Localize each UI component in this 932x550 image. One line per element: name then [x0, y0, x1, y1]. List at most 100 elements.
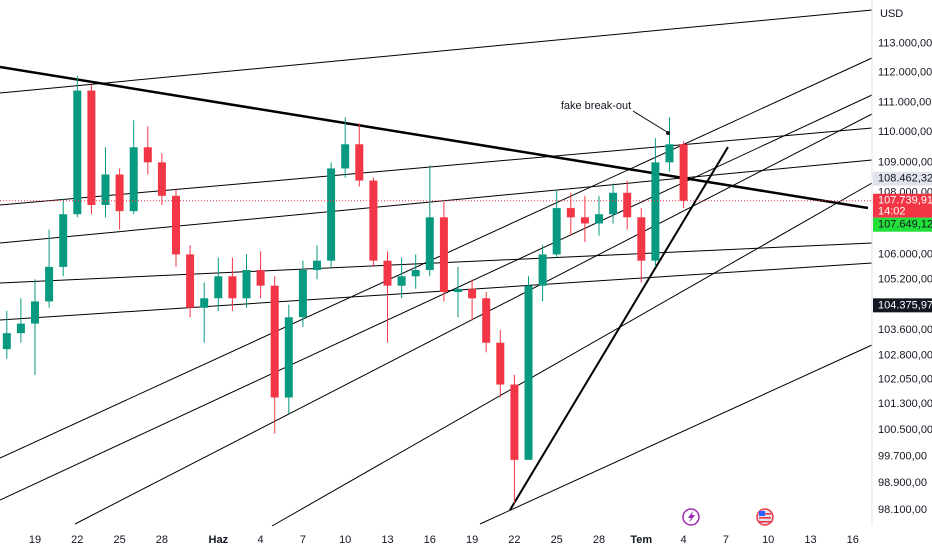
trend-line	[509, 146, 729, 511]
candle-body	[327, 168, 336, 261]
candle-body	[129, 147, 138, 212]
candle-body	[566, 208, 575, 218]
y-tick-label: 111.000,00	[878, 96, 931, 108]
candle-body	[73, 90, 82, 215]
candles	[2, 75, 688, 504]
trend-line	[0, 242, 873, 284]
trend-line	[0, 159, 873, 244]
lightning	[688, 511, 695, 523]
candle-body	[665, 144, 674, 163]
y-tick-label: 109.000,00	[878, 156, 932, 168]
trend-line	[74, 113, 873, 525]
candle-body	[524, 285, 533, 460]
flag-stripe	[759, 521, 771, 523]
candle-body	[270, 285, 279, 398]
candle-body	[45, 266, 54, 302]
candle-body	[298, 270, 307, 318]
y-tick-label: 103.600,00	[878, 324, 932, 336]
candle-body	[637, 217, 646, 261]
countdown: 14:02	[878, 206, 906, 218]
candle-body	[355, 144, 364, 181]
x-tick-label: 10	[339, 534, 351, 546]
candle-body	[496, 342, 505, 385]
trend-line	[0, 127, 873, 206]
x-tick-label: 25	[113, 534, 125, 546]
x-tick-label: Tem	[630, 534, 652, 546]
price-tag	[873, 193, 932, 218]
x-tick-label: 7	[723, 534, 729, 546]
x-tick-label: 7	[300, 534, 306, 546]
currency-label: USD	[880, 8, 903, 20]
y-tick-label: 99.700,00	[878, 450, 927, 462]
x-tick-label: 22	[508, 534, 520, 546]
candle-body	[580, 217, 589, 224]
x-tick-label: 28	[156, 534, 168, 546]
annotation-dot	[666, 131, 670, 135]
flag-canton	[759, 511, 765, 516]
price-tag	[873, 217, 932, 232]
candle-body	[425, 217, 434, 271]
price-tag-label: 108.462,32	[878, 173, 932, 185]
y-tick-label: 110.000,00	[878, 126, 932, 138]
y-tick-label: 106.000,00	[878, 248, 932, 260]
y-tick-label: 100.500,00	[878, 424, 932, 436]
candle-body	[369, 180, 378, 261]
candle-body	[439, 217, 448, 292]
candle-body	[623, 192, 632, 218]
x-tick-label: 13	[381, 534, 393, 546]
annotation: fake break-out	[561, 100, 631, 112]
trend-line	[0, 94, 873, 501]
candle-body	[595, 214, 603, 224]
y-tick-label: 102.800,00	[878, 349, 932, 361]
trend-line	[0, 9, 873, 94]
candle-body	[397, 276, 406, 286]
candle-body	[172, 195, 180, 255]
y-tick-label: 102.050,00	[878, 374, 932, 386]
candle-body	[552, 208, 561, 255]
x-tick-label: 22	[71, 534, 83, 546]
trend-line	[0, 57, 873, 459]
x-tick-label: Haz	[209, 534, 229, 546]
price-tag	[873, 298, 932, 313]
x-tick-label: 4	[681, 534, 687, 546]
candle-body	[313, 260, 321, 271]
candle-body	[651, 162, 660, 261]
candle-body	[87, 90, 96, 206]
x-tick-label: 19	[466, 534, 478, 546]
candle-body	[256, 270, 265, 286]
candle-body	[609, 192, 618, 215]
trend-lines	[0, 9, 873, 527]
x-tick-label: 19	[29, 534, 41, 546]
candle-body	[214, 276, 223, 299]
candle-body	[59, 214, 68, 267]
candle-body	[679, 144, 688, 201]
candle-body	[510, 384, 519, 460]
y-tick-label: 113.000,00	[878, 37, 932, 49]
candle-body	[157, 162, 166, 196]
candle-body	[538, 254, 547, 286]
price-tag	[873, 171, 932, 186]
candle-body	[383, 260, 392, 286]
trend-line	[0, 262, 873, 321]
candle-body	[454, 288, 462, 292]
candle-body	[468, 288, 477, 299]
x-tick-label: 25	[551, 534, 563, 546]
trend-line	[479, 344, 873, 525]
candle-body	[228, 276, 237, 299]
candle-body	[411, 270, 420, 277]
candle-body	[2, 333, 11, 350]
candle-body	[101, 174, 110, 206]
x-tick-label: 16	[847, 534, 859, 546]
flag-stripe	[759, 517, 771, 519]
y-tick-label: 98.100,00	[878, 504, 927, 516]
candle-body	[186, 254, 195, 308]
y-tick-label: 112.000,00	[878, 67, 932, 79]
x-tick-label: 16	[424, 534, 436, 546]
candle-body	[482, 298, 491, 343]
candle-body	[341, 144, 350, 169]
y-tick-label: 101.300,00	[878, 398, 932, 410]
candle-body	[242, 270, 251, 299]
x-tick-label: 4	[258, 534, 264, 546]
